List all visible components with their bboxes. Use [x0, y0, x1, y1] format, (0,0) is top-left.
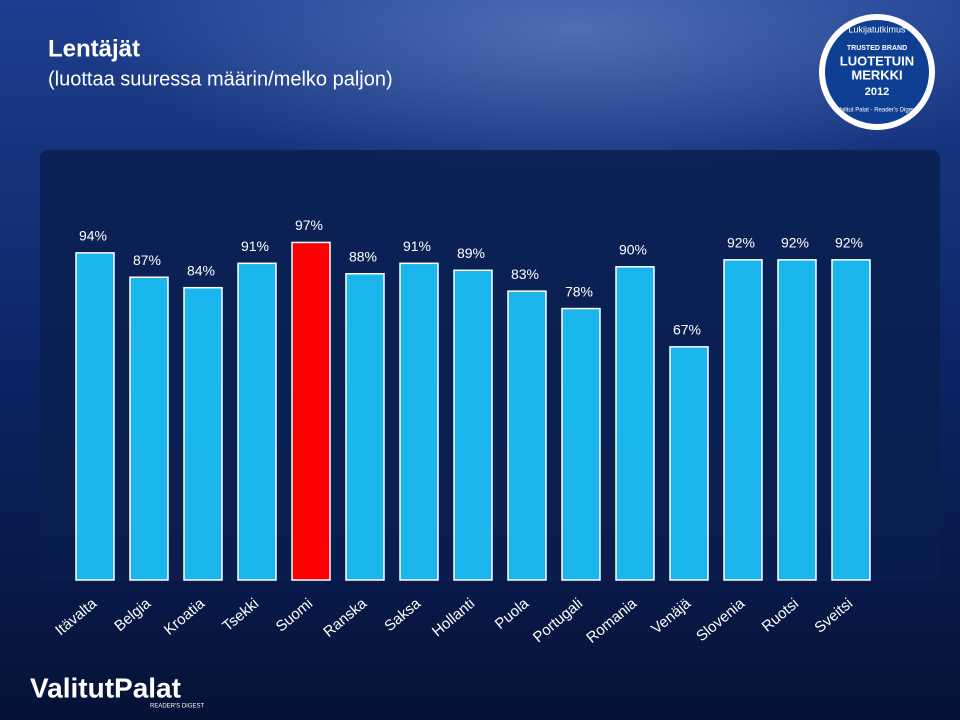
chart-subtitle: (luottaa suuressa määrin/melko paljon) [48, 68, 393, 90]
bar [561, 307, 601, 581]
bar [183, 286, 223, 581]
value-label: 91% [241, 238, 269, 254]
value-label: 88% [349, 248, 377, 264]
value-label: 90% [619, 242, 647, 258]
bar [75, 252, 115, 581]
value-label: 97% [295, 217, 323, 233]
badge-inner [825, 20, 929, 124]
logo-sub: READER'S DIGEST [150, 704, 204, 710]
bar [723, 259, 763, 581]
bar [291, 241, 331, 581]
badge-ring: Valitut Palat - Reader's Digest [837, 108, 917, 114]
value-label: 91% [403, 238, 431, 254]
value-label: 83% [511, 266, 539, 282]
logo: ValitutPalat [30, 672, 181, 703]
bar [615, 266, 655, 581]
value-label: 92% [835, 235, 863, 251]
bar [507, 290, 547, 581]
value-label: 67% [673, 322, 701, 338]
value-label: 87% [133, 252, 161, 268]
value-label: 92% [781, 235, 809, 251]
bar [399, 262, 439, 581]
bar [237, 262, 277, 581]
badge: Lukijatutkimus TRUSTED BRAND LUOTETUIN M… [819, 14, 935, 130]
chart-title: Lentäjät [48, 35, 140, 62]
badge-top: Lukijatutkimus [848, 24, 906, 34]
badge-brand: TRUSTED BRAND [847, 45, 907, 52]
bar [129, 276, 169, 581]
bar [669, 346, 709, 581]
badge-year: 2012 [865, 86, 889, 98]
badge-line1: LUOTETUIN [840, 53, 914, 68]
value-label: 92% [727, 235, 755, 251]
value-label: 84% [187, 262, 215, 278]
badge-line2: MERKKI [851, 67, 902, 82]
value-label: 78% [565, 283, 593, 299]
value-label: 94% [79, 228, 107, 244]
bar [777, 259, 817, 581]
bar [453, 269, 493, 581]
value-label: 89% [457, 245, 485, 261]
bar [345, 273, 385, 581]
bar [831, 259, 871, 581]
